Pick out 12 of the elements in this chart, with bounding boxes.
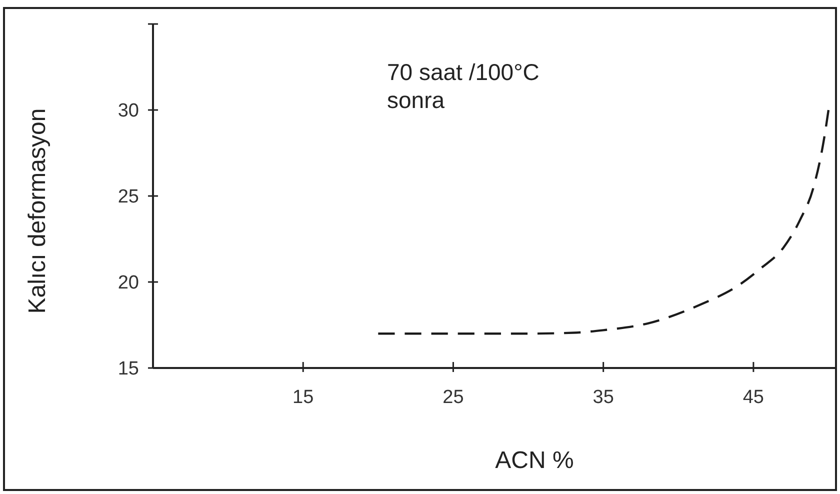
annotation: 70 saat /100°C sonra (387, 59, 540, 113)
y-tick-label: 25 (118, 186, 139, 208)
y-tick-label: 30 (118, 100, 139, 122)
y-tick-label: 20 (118, 272, 139, 294)
x-tick-label: 35 (592, 387, 614, 408)
x-axis-title: ACN % (495, 447, 574, 474)
x-tick-label: 15 (292, 387, 314, 408)
y-tick-label: 15 (118, 358, 139, 380)
x-tick-label: 25 (442, 387, 464, 408)
x-tick-label: 45 (742, 387, 764, 408)
line-series (377, 108, 830, 335)
y-axis-title: Kalıcı deformasyon (24, 108, 51, 314)
